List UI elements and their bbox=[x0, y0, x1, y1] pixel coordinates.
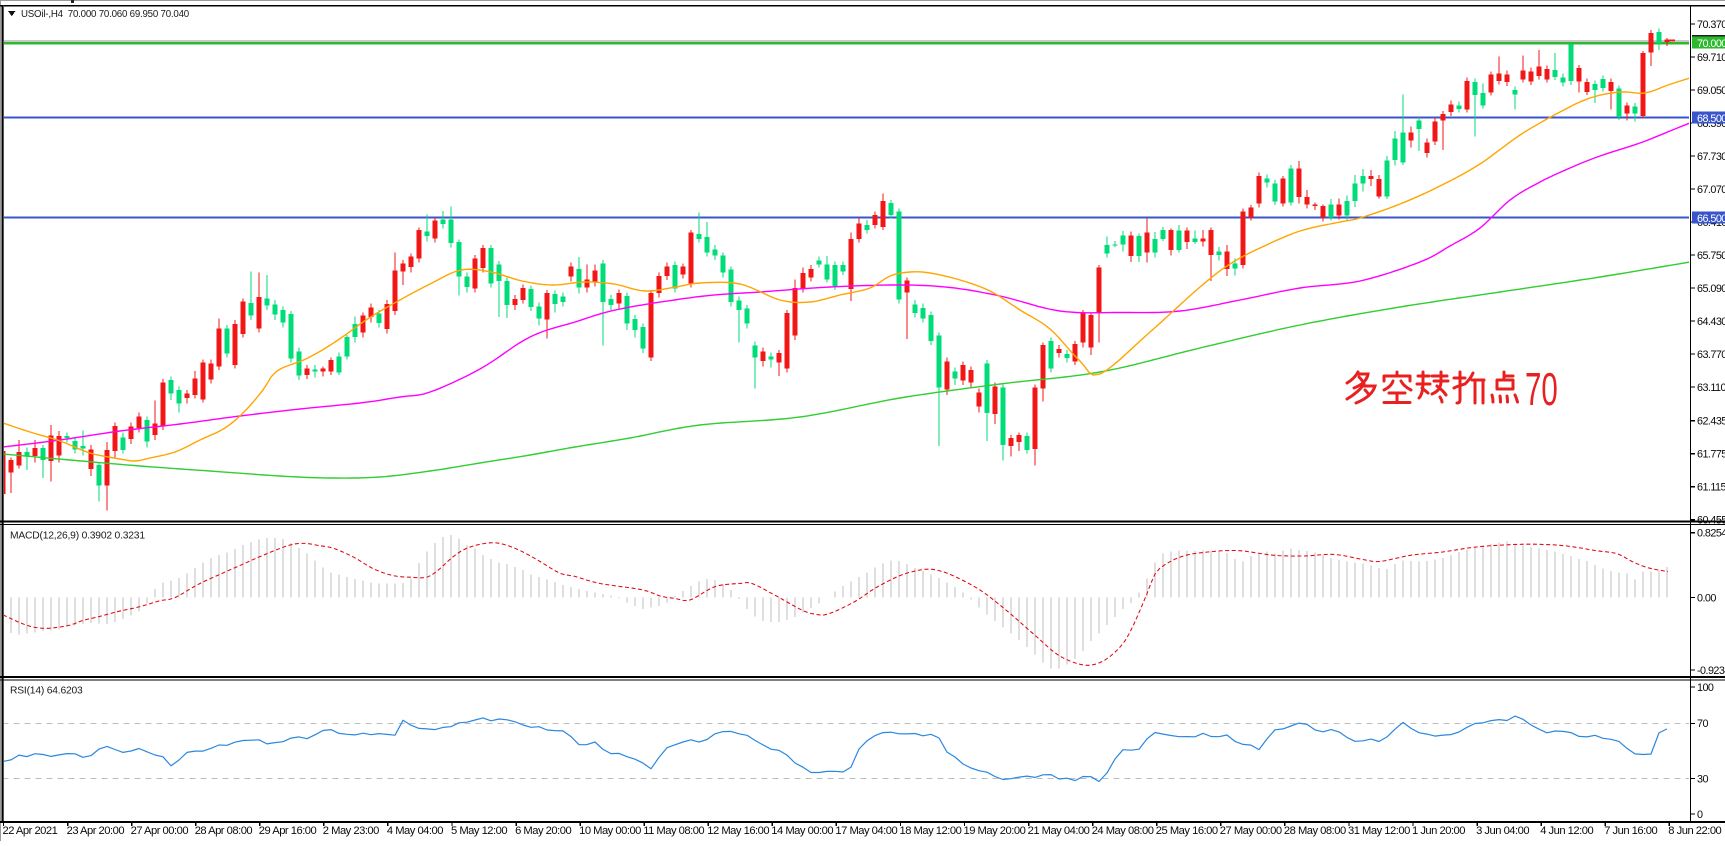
svg-text:68.500: 68.500 bbox=[1697, 113, 1725, 125]
svg-text:67.730: 67.730 bbox=[1697, 151, 1725, 163]
svg-text:24 May 08:00: 24 May 08:00 bbox=[1092, 825, 1154, 837]
svg-text:27 Apr 00:00: 27 Apr 00:00 bbox=[131, 825, 189, 837]
svg-text:69.710: 69.710 bbox=[1697, 52, 1725, 64]
svg-text:1 Jun 20:00: 1 Jun 20:00 bbox=[1412, 825, 1465, 837]
svg-text:69.050: 69.050 bbox=[1697, 85, 1725, 97]
svg-text:11 May 08:00: 11 May 08:00 bbox=[643, 825, 704, 837]
svg-text:4 May 04:00: 4 May 04:00 bbox=[387, 825, 443, 837]
svg-text:USOil-,H4 70.000 70.060 69.95: USOil-,H4 70.000 70.060 69.950 70.040 bbox=[21, 9, 190, 20]
svg-text:31 May 12:00: 31 May 12:00 bbox=[1348, 825, 1410, 837]
svg-text:17 May 04:00: 17 May 04:00 bbox=[835, 825, 897, 837]
svg-text:61.775: 61.775 bbox=[1697, 449, 1725, 461]
svg-text:61.115: 61.115 bbox=[1697, 482, 1725, 494]
svg-text:70: 70 bbox=[1697, 718, 1708, 730]
svg-text:2 May 23:00: 2 May 23:00 bbox=[323, 825, 379, 837]
svg-text:RSI(14) 64.6203: RSI(14) 64.6203 bbox=[10, 686, 83, 697]
svg-text:60.455: 60.455 bbox=[1697, 515, 1725, 527]
svg-text:28 Apr 08:00: 28 Apr 08:00 bbox=[195, 825, 253, 837]
svg-text:19 May 20:00: 19 May 20:00 bbox=[964, 825, 1026, 837]
svg-text:62.435: 62.435 bbox=[1697, 416, 1725, 428]
svg-text:7 Jun 16:00: 7 Jun 16:00 bbox=[1604, 825, 1657, 837]
svg-text:27 May 00:00: 27 May 00:00 bbox=[1220, 825, 1282, 837]
svg-text:12 May 16:00: 12 May 16:00 bbox=[707, 825, 769, 837]
svg-text:63.110: 63.110 bbox=[1697, 382, 1725, 394]
svg-text:-0.9234: -0.9234 bbox=[1697, 665, 1725, 677]
svg-text:3 Jun 04:00: 3 Jun 04:00 bbox=[1476, 825, 1529, 837]
svg-text:22 Apr 2021: 22 Apr 2021 bbox=[3, 825, 58, 837]
svg-text:70.000: 70.000 bbox=[1697, 38, 1725, 50]
svg-text:8 Jun 22:00: 8 Jun 22:00 bbox=[1668, 825, 1721, 837]
svg-text:63.770: 63.770 bbox=[1697, 349, 1725, 361]
svg-text:70.370: 70.370 bbox=[1697, 19, 1725, 31]
svg-text:65.090: 65.090 bbox=[1697, 283, 1725, 295]
svg-text:66.500: 66.500 bbox=[1697, 213, 1725, 225]
svg-text:100: 100 bbox=[1697, 682, 1714, 694]
svg-text:67.070: 67.070 bbox=[1697, 184, 1725, 196]
svg-text:0.00: 0.00 bbox=[1697, 592, 1716, 604]
svg-text:30: 30 bbox=[1697, 773, 1708, 785]
svg-text:5 May 12:00: 5 May 12:00 bbox=[451, 825, 507, 837]
svg-text:14 May 00:00: 14 May 00:00 bbox=[771, 825, 833, 837]
svg-text:10 May 00:00: 10 May 00:00 bbox=[579, 825, 641, 837]
svg-text:64.430: 64.430 bbox=[1697, 316, 1725, 328]
svg-text:MACD(12,26,9) 0.3902 0.3231: MACD(12,26,9) 0.3902 0.3231 bbox=[10, 531, 145, 542]
svg-text:23 Apr 20:00: 23 Apr 20:00 bbox=[67, 825, 125, 837]
svg-text:28 May 08:00: 28 May 08:00 bbox=[1284, 825, 1346, 837]
svg-text:4 Jun 12:00: 4 Jun 12:00 bbox=[1540, 825, 1593, 837]
svg-text:0: 0 bbox=[1697, 809, 1703, 821]
svg-text:6 May 20:00: 6 May 20:00 bbox=[515, 825, 571, 837]
svg-text:21 May 04:00: 21 May 04:00 bbox=[1028, 825, 1090, 837]
svg-text:29 Apr 16:00: 29 Apr 16:00 bbox=[259, 825, 317, 837]
svg-text:25 May 16:00: 25 May 16:00 bbox=[1156, 825, 1218, 837]
svg-text:65.750: 65.750 bbox=[1697, 250, 1725, 262]
svg-text:0.8254: 0.8254 bbox=[1697, 528, 1725, 540]
svg-text:18 May 12:00: 18 May 12:00 bbox=[900, 825, 962, 837]
svg-text:70: 70 bbox=[1525, 365, 1558, 416]
